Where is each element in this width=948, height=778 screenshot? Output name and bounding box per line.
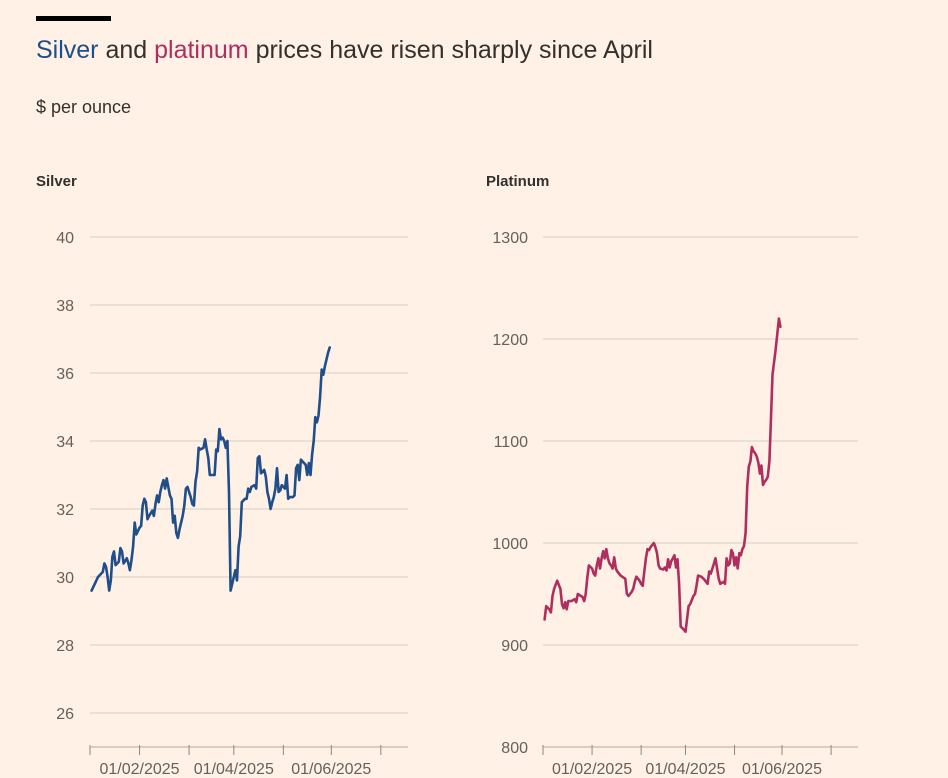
platinum-panel-label: Platinum [486, 173, 549, 190]
title-and-word: and [98, 36, 155, 64]
silver-y-tick-label: 30 [56, 570, 74, 587]
silver-panel-label: Silver [36, 173, 77, 190]
silver-y-tick-label: 36 [56, 366, 74, 383]
chart-title: Silver and platinum prices have risen sh… [36, 36, 653, 65]
platinum-y-tick-label: 900 [501, 638, 528, 655]
chart-subtitle: $ per ounce [36, 97, 132, 117]
silver-x-tick-label: 01/04/2025 [194, 761, 274, 778]
silver-y-tick-label: 40 [56, 230, 74, 247]
title-silver-word: Silver [36, 36, 99, 64]
platinum-x-tick-label: 01/04/2025 [645, 761, 725, 778]
platinum-y-tick-label: 1100 [494, 434, 529, 451]
platinum-y-tick-label: 1000 [492, 536, 528, 553]
silver-y-tick-label: 28 [56, 638, 74, 655]
platinum-y-tick-label: 1300 [492, 230, 528, 247]
silver-chart: Silver 26 28 30 32 34 36 38 40 01/02/2025 01/04/20… [36, 173, 408, 778]
platinum-y-tick-label: 1200 [492, 332, 528, 349]
silver-y-tick-label: 38 [56, 298, 74, 315]
platinum-chart: Platinum 800 900 1000 1100 1200 1300 01/02/2025… [486, 173, 858, 778]
silver-y-tick-label: 34 [56, 434, 74, 451]
title-platinum-word: platinum [154, 36, 249, 64]
platinum-price-line [543, 317, 782, 633]
silver-x-tick-label: 01/06/2025 [291, 761, 371, 778]
platinum-x-tick-label: 01/02/2025 [552, 761, 632, 778]
brand-accent-bar [36, 16, 111, 21]
platinum-x-tick-label: 01/06/2025 [742, 761, 822, 778]
platinum-y-tick-label: 800 [501, 740, 528, 757]
silver-y-tick-label: 26 [56, 706, 74, 723]
silver-y-tick-label: 32 [56, 502, 74, 519]
silver-price-line [90, 346, 331, 592]
silver-x-tick-label: 01/02/2025 [99, 761, 179, 778]
title-rest: prices have risen sharply since April [248, 36, 653, 64]
